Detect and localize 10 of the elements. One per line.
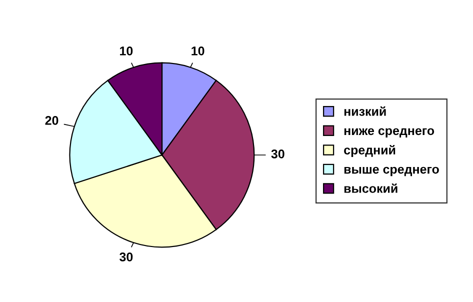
data-label: 30 [271, 150, 284, 158]
legend-label: выше среднего [344, 166, 439, 176]
legend-label: средний [344, 145, 396, 157]
legend-label: низкий [344, 106, 386, 116]
data-label: 20 [45, 116, 58, 125]
data-label: 30 [120, 252, 133, 262]
legend-label: высокий [344, 183, 398, 193]
legend-label: ниже среднего [344, 128, 434, 138]
data-label: 10 [192, 46, 204, 56]
data-label: 10 [120, 46, 133, 56]
